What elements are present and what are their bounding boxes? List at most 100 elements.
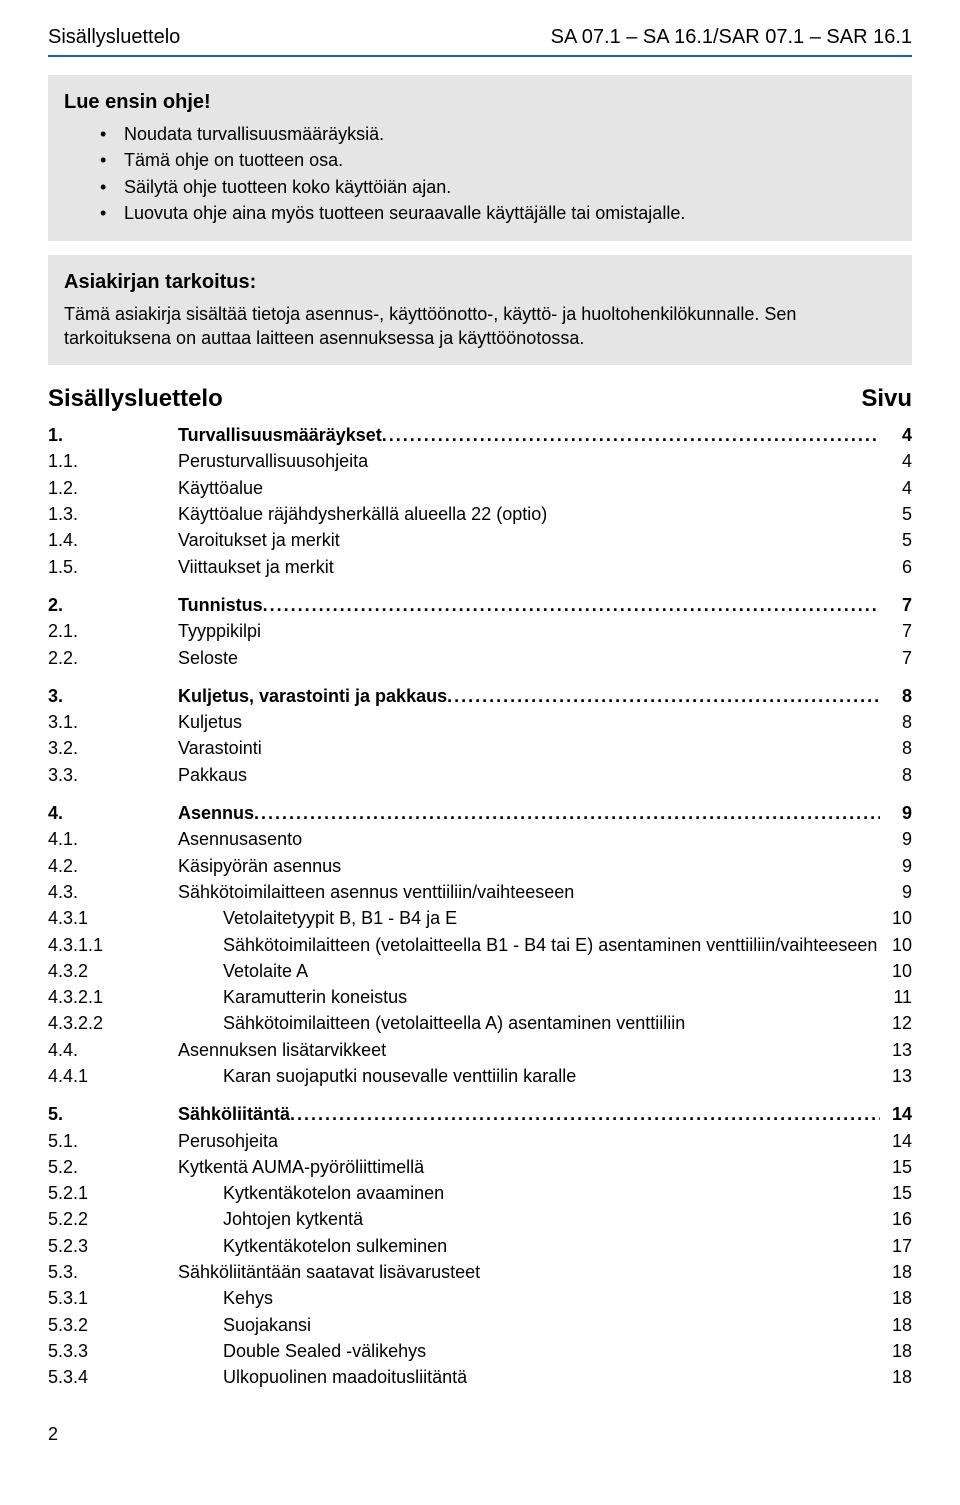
toc-entry-number: 5.3.2 [48,1313,178,1337]
toc-entry-number: 1.1. [48,449,178,473]
toc-entry-title: Asennus [178,801,880,825]
toc-entry-title: Käsipyörän asennus [178,854,880,878]
toc-section-gap [48,1090,912,1102]
toc-header-left: Sisällysluettelo [48,383,223,415]
toc-entry-number: 4.4.1 [48,1064,178,1088]
toc-entry-page: 12 [880,1011,912,1035]
toc-entry-number: 4.2. [48,854,178,878]
toc-entry-page: 10 [880,959,912,983]
toc-entry-title: Kuljetus, varastointi ja pakkaus [178,684,880,708]
toc-entry: 3.Kuljetus, varastointi ja pakkaus8 [48,684,912,708]
toc-entry-number: 5.3. [48,1260,178,1284]
toc-entry-page: 14 [880,1129,912,1153]
toc-entry: 5.3.2Suojakansi18 [48,1313,912,1337]
toc-entry-number: 5.2.1 [48,1181,178,1205]
toc-entry-title: Viittaukset ja merkit [178,555,880,579]
toc-entry-number: 5.1. [48,1129,178,1153]
toc-entry-number: 4.3. [48,880,178,904]
toc-entry: 5.3.Sähköliitäntään saatavat lisävaruste… [48,1260,912,1284]
toc-entry-title: Varoitukset ja merkit [178,528,880,552]
toc-entry-page: 16 [880,1207,912,1231]
toc-entry: 5.2.1Kytkentäkotelon avaaminen15 [48,1181,912,1205]
toc-entry-page: 7 [880,646,912,670]
toc-entry-page: 14 [880,1102,912,1126]
toc-entry-title: Varastointi [178,736,880,760]
toc-entry-number: 5.2. [48,1155,178,1179]
toc-entry-title: Sähkötoimilaitteen (vetolaitteella B1 - … [178,933,880,957]
toc-entry: 1.4.Varoitukset ja merkit5 [48,528,912,552]
toc-entry: 5.2.Kytkentä AUMA-pyöröliittimellä15 [48,1155,912,1179]
toc-entry-number: 1.2. [48,476,178,500]
toc-entry-number: 3.2. [48,736,178,760]
toc-entry-title: Perusturvallisuusohjeita [178,449,880,473]
toc-entry: 5.2.2Johtojen kytkentä16 [48,1207,912,1231]
toc-entry-number: 1.3. [48,502,178,526]
toc-entry-title: Kytkentäkotelon avaaminen [178,1181,880,1205]
toc-entry: 5.3.3Double Sealed -välikehys18 [48,1339,912,1363]
toc-entry-page: 15 [880,1181,912,1205]
purpose-title: Asiakirjan tarkoitus: [64,269,896,296]
toc-entry-page: 8 [880,684,912,708]
toc-entry: 4.2.Käsipyörän asennus9 [48,854,912,878]
toc-entry: 2.1.Tyyppikilpi7 [48,619,912,643]
toc: 1.Turvallisuusmääräykset41.1.Perusturval… [48,423,912,1389]
toc-entry: 2.Tunnistus7 [48,593,912,617]
toc-entry: 4.3.Sähkötoimilaitteen asennus venttiili… [48,880,912,904]
toc-entry: 1.3.Käyttöalue räjähdysherkällä alueella… [48,502,912,526]
intro-box: Lue ensin ohje! Noudata turvallisuusmäär… [48,75,912,241]
toc-entry-number: 1.4. [48,528,178,552]
toc-entry-title: Sähkötoimilaitteen asennus venttiiliin/v… [178,880,880,904]
toc-header-right: Sivu [861,383,912,415]
toc-entry-title: Karamutterin koneistus [178,985,880,1009]
toc-entry-page: 6 [880,555,912,579]
toc-entry-number: 4.3.1 [48,906,178,930]
toc-entry-title: Vetolaite A [178,959,880,983]
toc-entry-page: 10 [880,933,912,957]
toc-entry-number: 5.3.1 [48,1286,178,1310]
toc-entry-title: Käyttöalue [178,476,880,500]
toc-entry-page: 4 [880,476,912,500]
intro-list-item: Säilytä ohje tuotteen koko käyttöiän aja… [100,175,896,199]
toc-entry-title: Suojakansi [178,1313,880,1337]
toc-entry-title: Asennuksen lisätarvikkeet [178,1038,880,1062]
toc-header: Sisällysluettelo Sivu [48,383,912,415]
toc-entry-title: Seloste [178,646,880,670]
toc-entry-page: 7 [880,619,912,643]
toc-entry-title: Ulkopuolinen maadoitusliitäntä [178,1365,880,1389]
toc-entry-title: Tunnistus [178,593,880,617]
toc-entry: 1.1.Perusturvallisuusohjeita4 [48,449,912,473]
toc-entry: 1.5.Viittaukset ja merkit6 [48,555,912,579]
toc-entry-title: Sähköliitäntään saatavat lisävarusteet [178,1260,880,1284]
toc-entry-number: 4.3.2.1 [48,985,178,1009]
toc-entry-page: 5 [880,502,912,526]
toc-section-gap [48,672,912,684]
toc-entry: 3.3.Pakkaus8 [48,763,912,787]
toc-entry-page: 7 [880,593,912,617]
toc-entry-number: 4.4. [48,1038,178,1062]
toc-entry-page: 18 [880,1365,912,1389]
toc-entry-number: 4.3.2 [48,959,178,983]
toc-entry-number: 4.3.2.2 [48,1011,178,1035]
toc-entry-title: Käyttöalue räjähdysherkällä alueella 22 … [178,502,880,526]
toc-entry-page: 4 [880,423,912,447]
toc-entry-page: 4 [880,449,912,473]
toc-entry: 4.3.1.1Sähkötoimilaitteen (vetolaitteell… [48,933,912,957]
toc-entry: 4.4.1Karan suojaputki nousevalle venttii… [48,1064,912,1088]
toc-entry-page: 5 [880,528,912,552]
toc-entry-number: 5.3.4 [48,1365,178,1389]
toc-entry-number: 1.5. [48,555,178,579]
toc-entry-page: 13 [880,1038,912,1062]
toc-entry: 4.3.2Vetolaite A10 [48,959,912,983]
toc-entry-title: Tyyppikilpi [178,619,880,643]
toc-entry-number: 4.1. [48,827,178,851]
toc-entry-page: 18 [880,1339,912,1363]
toc-entry-page: 10 [880,906,912,930]
header-title: Sisällysluettelo [48,24,180,51]
toc-entry-number: 2.2. [48,646,178,670]
toc-entry-title: Sähkötoimilaitteen (vetolaitteella A) as… [178,1011,880,1035]
toc-entry-page: 18 [880,1313,912,1337]
toc-entry-number: 5.2.3 [48,1234,178,1258]
toc-entry: 2.2.Seloste7 [48,646,912,670]
toc-entry-title: Asennusasento [178,827,880,851]
toc-entry-title: Perusohjeita [178,1129,880,1153]
